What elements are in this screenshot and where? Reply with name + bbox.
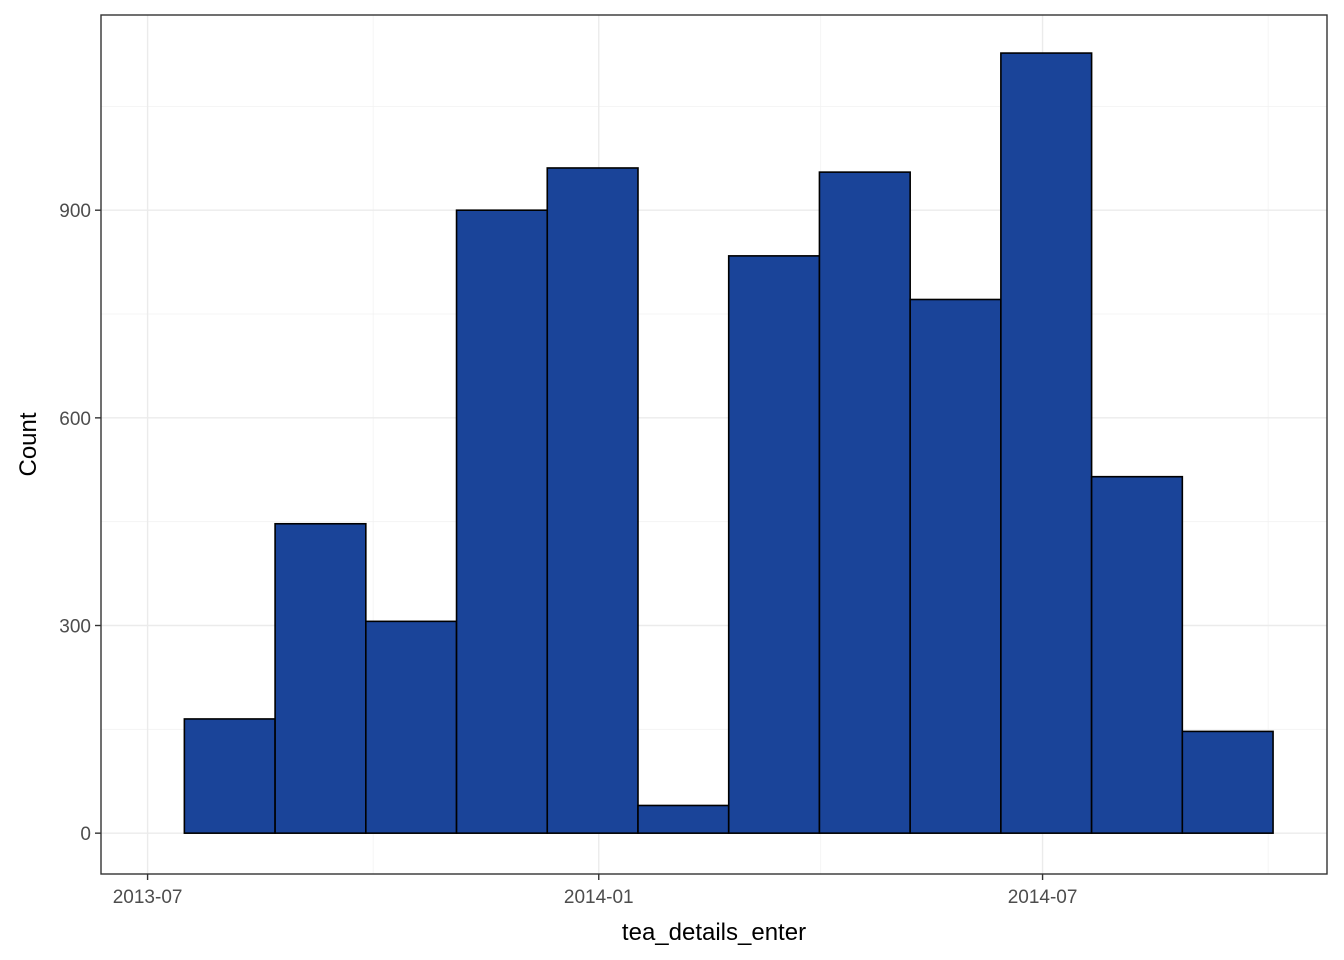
panel-border: [100, 14, 1328, 875]
histogram-bar: [637, 804, 730, 834]
x-tick-label: 2014-01: [564, 887, 634, 908]
histogram-bar: [455, 209, 549, 834]
histogram-bars: [183, 52, 1274, 834]
x-axis: 2013-07 2014-01 2014-07: [113, 874, 1078, 908]
histogram-bar: [1090, 475, 1184, 834]
y-tick-label: 300: [59, 617, 91, 638]
histogram-bar: [274, 522, 367, 834]
y-tick-label: 900: [59, 201, 91, 222]
x-axis-title: tea_details_enter: [622, 919, 806, 946]
y-tick-label: 600: [59, 409, 91, 430]
histogram-bar: [546, 167, 639, 834]
histogram-bar: [1181, 730, 1274, 834]
y-axis: 0 300 600 900: [59, 201, 101, 845]
histogram-bar: [1000, 52, 1093, 834]
y-tick-label: 0: [80, 824, 91, 845]
histogram-bar: [727, 255, 821, 834]
histogram-bar: [818, 171, 911, 834]
histogram-bar: [909, 298, 1002, 834]
x-tick-label: 2014-07: [1008, 887, 1078, 908]
histogram-bar: [365, 620, 458, 834]
x-tick-label: 2013-07: [113, 887, 183, 908]
y-axis-title: Count: [15, 412, 42, 476]
histogram-bar: [183, 718, 276, 834]
